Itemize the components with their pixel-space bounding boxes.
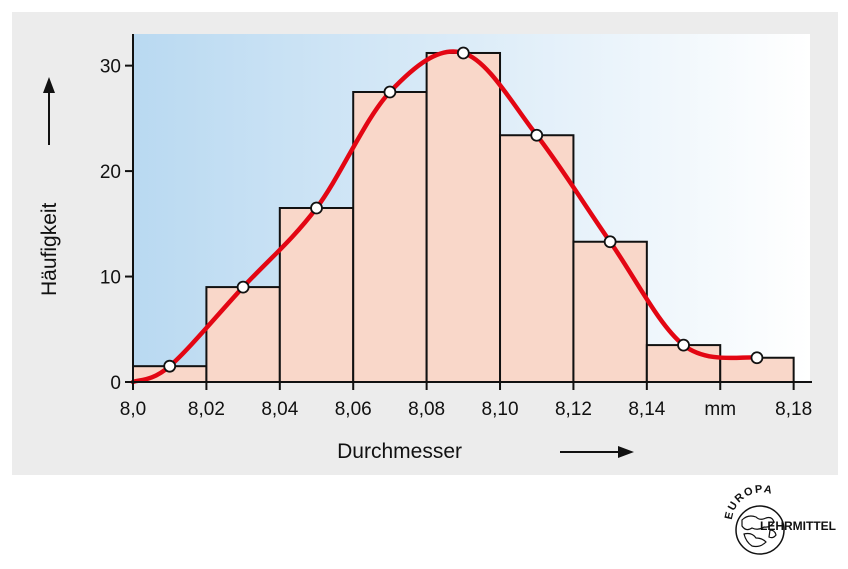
globe-continents-icon — [741, 515, 777, 548]
x-tick-label: 8,06 — [335, 399, 372, 420]
curve-point — [750, 351, 764, 365]
x-axis-arrow — [560, 446, 634, 458]
y-tick-label: 30 — [100, 57, 121, 78]
curve-point — [310, 201, 323, 215]
histogram-bar — [278, 207, 355, 383]
curve-point — [530, 128, 544, 142]
y-tick-label: 0 — [110, 373, 121, 394]
curve-points-group — [163, 46, 764, 373]
svg-text:EUROPA: EUROPA — [723, 483, 775, 520]
x-tick-label: 8,02 — [188, 399, 225, 420]
curve-point — [236, 280, 250, 294]
histogram-bar — [205, 286, 281, 383]
x-tick-label: 8,14 — [628, 399, 665, 420]
x-tick-label: mm — [704, 399, 736, 420]
x-tick-label: 8,10 — [482, 399, 519, 420]
y-axis-arrow — [43, 77, 55, 145]
histogram-bar — [425, 51, 502, 384]
y-tick-label: 10 — [100, 268, 121, 289]
histogram-bar — [352, 91, 428, 383]
europa-lehrmittel-logo: EUROPA LEHRMITTEL — [723, 483, 836, 555]
histogram-bar — [572, 240, 648, 383]
curve-point — [677, 338, 690, 352]
x-tick-label: 8,0 — [120, 399, 146, 420]
x-tick-label: 8,12 — [555, 399, 592, 420]
logo-top-text: EUROPA — [723, 483, 773, 520]
distribution-curve — [130, 49, 760, 385]
logo-side-text: LEHRMITTEL — [760, 519, 836, 533]
y-tick-label: 20 — [100, 162, 121, 183]
curve-point — [163, 359, 177, 373]
x-tick-label: 8,04 — [261, 399, 298, 420]
x-tick-label: 8,08 — [408, 399, 445, 420]
curve-point — [456, 46, 470, 60]
curve-point — [603, 235, 617, 249]
y-axis-label: Häufigkeit — [38, 202, 61, 296]
globe-icon — [735, 505, 785, 555]
curve-point — [383, 85, 397, 99]
x-tick-label: 8,18 — [775, 399, 812, 420]
x-ticks-group: 8,0 8,02 8,04 8,06 8,08 8,10 8,12 8,14 mm 8,18 — [120, 382, 812, 420]
y-ticks-group: 0 10 20 30 — [100, 57, 133, 394]
x-axis-label: Durchmesser — [337, 440, 462, 463]
